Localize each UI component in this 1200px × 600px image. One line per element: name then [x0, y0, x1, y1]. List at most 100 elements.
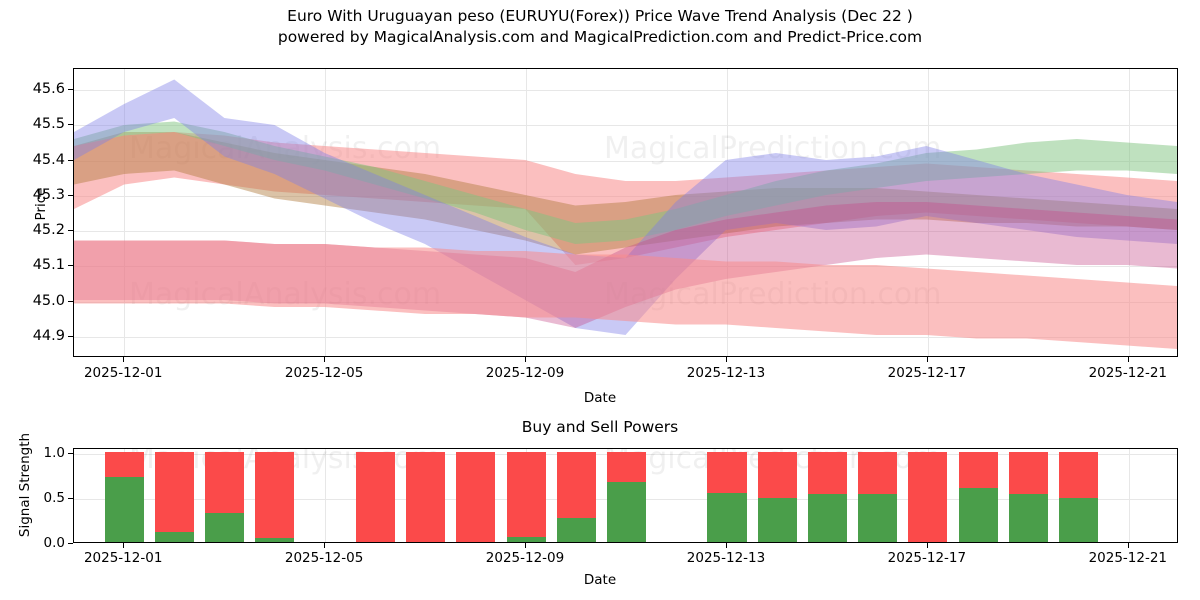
power-bar [1008, 451, 1048, 542]
power-bar [958, 451, 998, 542]
gridline-horizontal [74, 160, 1177, 162]
x-tick-mark [1127, 543, 1129, 548]
power-chart-title: Buy and Sell Powers [521, 418, 679, 436]
buy-power-segment [807, 494, 847, 542]
sell-power-segment [707, 451, 747, 494]
x-tick-mark [525, 543, 526, 548]
buy-power-segment [1059, 497, 1099, 542]
sell-power-segment [104, 451, 144, 477]
price-x-axis-label: Date [583, 390, 617, 406]
power-plot-clip: MagicalAnalysis.comMagicalPrediction.com [74, 449, 1177, 542]
power-bar [406, 451, 446, 542]
title-line-secondary: powered by MagicalAnalysis.com and Magic… [277, 28, 923, 46]
sell-power-segment [154, 451, 195, 533]
buy-power-segment [104, 476, 144, 542]
y-tick-mark [68, 300, 73, 302]
y-tick-label: 1.0 [43, 444, 65, 461]
y-tick-label: 45.6 [32, 81, 65, 98]
buy-power-segment [556, 517, 596, 542]
power-bar [556, 451, 596, 542]
sell-power-segment [406, 451, 446, 542]
gridline-vertical [325, 69, 327, 356]
x-tick-label: 2025-12-13 [686, 550, 766, 566]
power-bar [757, 451, 797, 542]
x-tick-label: 2025-12-09 [485, 550, 565, 566]
buy-power-segment [154, 532, 195, 542]
y-tick-label: 45.5 [32, 116, 65, 133]
power-bar [205, 451, 245, 542]
power-bar [606, 451, 647, 542]
power-bar [255, 451, 295, 542]
sell-power-segment [908, 451, 948, 542]
y-tick-mark [68, 194, 73, 196]
price-band-red-lower-band [74, 240, 1177, 349]
y-tick-label: 45.3 [32, 186, 65, 203]
power-bar [104, 451, 144, 542]
sell-power-segment [1008, 451, 1048, 495]
buy-power-segment [205, 513, 245, 542]
sell-power-segment [255, 451, 295, 539]
power-bar [355, 451, 395, 542]
power-bar [908, 451, 948, 542]
x-tick-label: 2025-12-01 [83, 550, 163, 566]
sell-power-segment [807, 451, 847, 495]
y-tick-mark [68, 543, 73, 544]
x-tick-mark [123, 357, 125, 362]
x-tick-mark [926, 543, 928, 548]
power-bar [456, 451, 496, 542]
x-tick-mark [324, 357, 326, 362]
power-bar [154, 451, 195, 542]
buy-power-segment [606, 482, 647, 542]
y-tick-mark [68, 452, 73, 454]
y-tick-mark [68, 124, 73, 126]
y-tick-label: 44.9 [32, 327, 65, 344]
power-bar [707, 451, 747, 542]
gridline-horizontal [74, 336, 1177, 338]
buy-power-segment [858, 494, 898, 542]
sell-power-segment [858, 451, 898, 495]
sell-power-segment [506, 451, 546, 538]
power-x-axis-label: Date [583, 572, 617, 588]
sell-power-segment [456, 451, 496, 542]
x-tick-label: 2025-12-21 [1088, 365, 1168, 381]
y-tick-mark [68, 89, 73, 91]
y-tick-mark [68, 497, 73, 499]
x-tick-label: 2025-12-05 [284, 550, 364, 566]
gridline-vertical [1128, 449, 1130, 542]
power-bar [858, 451, 898, 542]
sell-power-segment [556, 451, 596, 518]
sell-power-segment [205, 451, 245, 514]
sell-power-segment [958, 451, 998, 488]
y-tick-label: 45.1 [32, 257, 65, 274]
gridline-horizontal [74, 125, 1177, 127]
buy-power-segment [506, 537, 546, 542]
price-plot-clip: MagicalAnalysis.comMagicalPrediction.com… [74, 69, 1177, 356]
y-tick-mark [68, 159, 73, 161]
x-tick-label: 2025-12-09 [485, 365, 565, 381]
gridline-horizontal [74, 90, 1177, 92]
sell-power-segment [355, 451, 395, 542]
x-tick-mark [926, 357, 928, 362]
y-tick-mark [68, 265, 73, 267]
buy-sell-powers-plot: MagicalAnalysis.comMagicalPrediction.com [73, 448, 1178, 543]
sell-power-segment [757, 451, 797, 498]
buy-power-segment [1008, 494, 1048, 542]
x-tick-mark [123, 543, 125, 548]
power-bar [1059, 451, 1099, 542]
x-tick-label: 2025-12-13 [686, 365, 766, 381]
x-tick-label: 2025-12-21 [1088, 550, 1168, 566]
y-tick-label: 45.4 [32, 151, 65, 168]
title-line-primary: Euro With Uruguayan peso (EURUYU(Forex))… [287, 7, 913, 25]
y-tick-label: 45.2 [32, 222, 65, 239]
buy-power-segment [255, 538, 295, 542]
page-title: Euro With Uruguayan peso (EURUYU(Forex))… [0, 6, 1200, 48]
price-band-series [74, 79, 1177, 349]
sell-power-segment [606, 451, 647, 483]
y-tick-label: 0.5 [43, 489, 65, 506]
x-tick-label: 2025-12-17 [887, 365, 967, 381]
x-tick-mark [525, 357, 526, 362]
power-y-axis-label: Signal Strength [17, 432, 33, 538]
x-tick-label: 2025-12-01 [83, 365, 163, 381]
x-tick-mark [324, 543, 326, 548]
